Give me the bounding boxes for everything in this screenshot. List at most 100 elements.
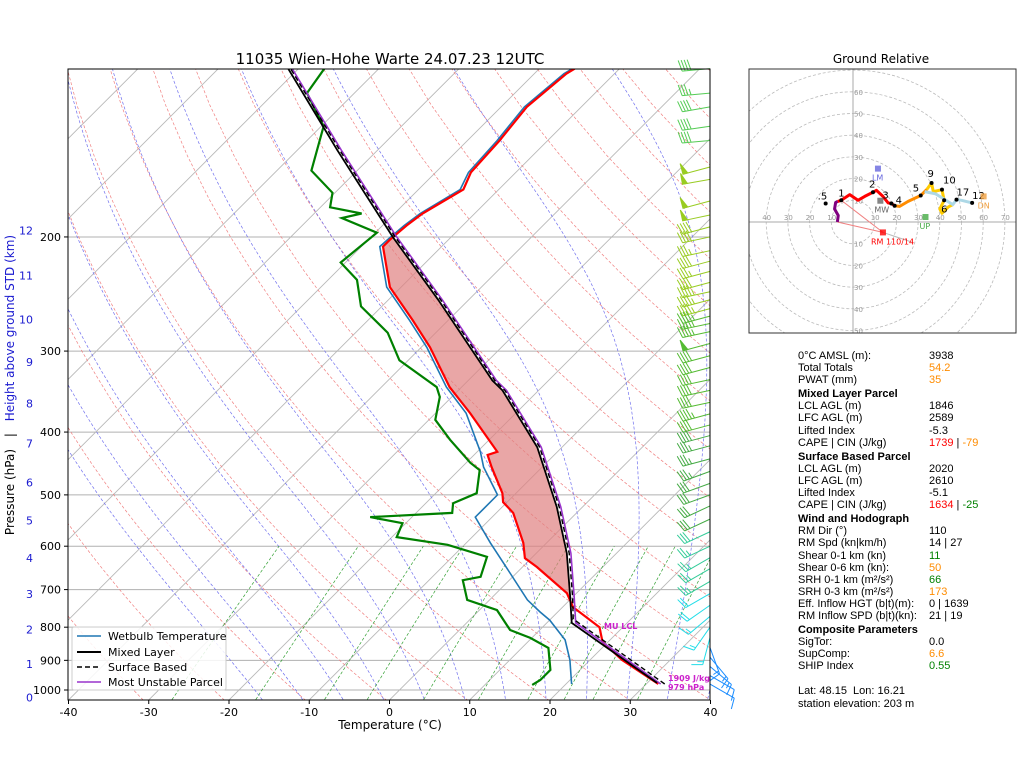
params-section-header: Wind and Hodograph bbox=[798, 513, 910, 526]
wind-barb bbox=[676, 419, 711, 433]
wind-barb bbox=[677, 118, 711, 131]
height-marker bbox=[889, 201, 894, 206]
height-label: 5 bbox=[913, 184, 919, 195]
param-value-part: 21 | 19 bbox=[929, 609, 963, 622]
wind-barb bbox=[676, 531, 711, 545]
wind-barb bbox=[677, 581, 711, 596]
isotherm bbox=[68, 69, 299, 300]
shear-arrow bbox=[882, 231, 912, 243]
params-row: RM Inflow SPD (b|t)(kn): 21 | 19 bbox=[798, 610, 1022, 622]
height-label: 1 bbox=[838, 188, 844, 199]
height-label: 6 bbox=[941, 204, 947, 215]
hodograph-marker bbox=[980, 193, 987, 200]
wetbulb-line bbox=[378, 69, 573, 685]
isotherm bbox=[68, 69, 219, 220]
x-tick-label: -40 bbox=[60, 706, 78, 719]
param-label: SRH 0-3 km (m²/s²) bbox=[798, 585, 894, 598]
param-value: 66 bbox=[929, 574, 941, 586]
hodograph-marker bbox=[922, 214, 929, 221]
wind-barb bbox=[683, 626, 711, 651]
param-value-part: 54.2 bbox=[929, 362, 951, 375]
param-value: 110 bbox=[929, 525, 947, 537]
wind-barbs bbox=[676, 59, 735, 710]
params-row: RM Dir (°) 110 bbox=[798, 525, 1022, 537]
params-row: LFC AGL (m) 2589 bbox=[798, 412, 1022, 424]
dry-adiabat bbox=[323, 69, 710, 499]
param-value: 0 | 1639 bbox=[929, 598, 969, 610]
hodograph-title: Ground Relative bbox=[833, 52, 929, 66]
y-tick-label: 600 bbox=[40, 540, 61, 553]
hodograph-ring-label: 20 bbox=[854, 262, 863, 270]
height-label: 3 bbox=[882, 191, 888, 202]
km-tick-label: 4 bbox=[26, 552, 33, 565]
axes: -40 -30 -20 -10 0 10 20 30 402003004005006007008… bbox=[19, 225, 718, 719]
param-value: -5.1 bbox=[929, 487, 948, 499]
param-value: 1739 | -79 bbox=[929, 437, 978, 449]
mixing-ratio-line bbox=[563, 546, 649, 700]
hodograph-ring-label: 40 bbox=[854, 306, 863, 314]
hodograph-marker bbox=[877, 197, 884, 204]
height-marker bbox=[839, 198, 844, 203]
hodograph-ring-label: 40 bbox=[854, 132, 863, 140]
params-row: RM Spd (kn|km/h) 14 | 27 bbox=[798, 537, 1022, 549]
mixing-ratio-line bbox=[636, 558, 710, 700]
param-label: LCL AGL (m) bbox=[798, 400, 862, 413]
hodograph-marker-label: DN bbox=[978, 201, 990, 210]
param-value: 11 bbox=[929, 550, 940, 562]
y-tick-label: 400 bbox=[40, 426, 61, 439]
height-label: 10 bbox=[943, 176, 956, 187]
mixing-ratio-line bbox=[592, 546, 676, 700]
moist-adiabat bbox=[332, 69, 588, 700]
param-value: 21 | 19 bbox=[929, 610, 962, 622]
param-value: 0.0 bbox=[929, 636, 944, 648]
param-value-part: -5.3 bbox=[929, 424, 948, 437]
wind-barb bbox=[676, 362, 711, 376]
hodograph-ring-label: 40 bbox=[762, 214, 771, 222]
hodograph-marker-label: RM 110/14 bbox=[871, 237, 914, 246]
cape-area bbox=[383, 236, 571, 598]
station-elevation: station elevation: 203 m bbox=[798, 697, 915, 710]
height-marker bbox=[970, 200, 975, 205]
params-row: SRH 0-3 km (m²/s²) 173 bbox=[798, 586, 1022, 598]
wind-barb bbox=[678, 616, 711, 635]
km-tick-label: 2 bbox=[26, 623, 33, 636]
param-value-part: -79 bbox=[962, 436, 979, 449]
km-tick-label: 11 bbox=[19, 270, 33, 283]
param-value-part: 110 bbox=[929, 525, 947, 538]
moist-adiabat bbox=[453, 69, 640, 700]
height-label: .5 bbox=[818, 192, 828, 203]
height-label: 17 bbox=[957, 188, 970, 199]
hodograph-marker bbox=[874, 165, 881, 172]
wind-barb bbox=[676, 325, 711, 338]
param-label: LCL AGL (m) bbox=[798, 462, 862, 475]
param-value-part: 6.6 bbox=[929, 648, 945, 661]
isotherm bbox=[68, 69, 620, 621]
hodograph-trace bbox=[894, 188, 928, 208]
param-value-part: -5.1 bbox=[929, 487, 948, 500]
hodograph-ring-label: 40 bbox=[936, 214, 945, 222]
moist-adiabat bbox=[68, 307, 344, 700]
param-value-part: 2589 bbox=[929, 412, 954, 425]
param-label: Eff. Inflow HGT (b|t)(m): bbox=[798, 597, 915, 610]
hodograph-ring-label: 50 bbox=[854, 328, 863, 336]
y-tick-label: 200 bbox=[40, 231, 61, 244]
isotherm bbox=[68, 69, 139, 140]
param-value-part: 2020 bbox=[929, 462, 954, 475]
x-tick-label: 10 bbox=[463, 706, 477, 719]
wind-barb bbox=[679, 339, 711, 352]
km-tick-label: 6 bbox=[26, 477, 33, 490]
param-label: Lifted Index bbox=[798, 424, 855, 437]
params-section-header: Mixed Layer Parcel bbox=[798, 388, 898, 401]
legend: Wetbulb Temperature Mixed Layer Surface … bbox=[71, 626, 227, 691]
y-tick-label: 1000 bbox=[33, 684, 61, 697]
legend-mixed-layer: Mixed Layer bbox=[108, 646, 175, 659]
lat-lon: Lat: 48.15 Lon: 16.21 bbox=[798, 685, 906, 697]
param-value-part: 35 bbox=[929, 374, 942, 387]
moist-adiabat bbox=[68, 213, 385, 700]
km-tick-label: 1 bbox=[26, 658, 33, 671]
height-label: 4 bbox=[896, 196, 902, 207]
params-section-header: Composite Parameters bbox=[798, 624, 918, 637]
params-row: LCL AGL (m) 1846 bbox=[798, 400, 1022, 412]
hodograph-trace bbox=[833, 200, 840, 223]
